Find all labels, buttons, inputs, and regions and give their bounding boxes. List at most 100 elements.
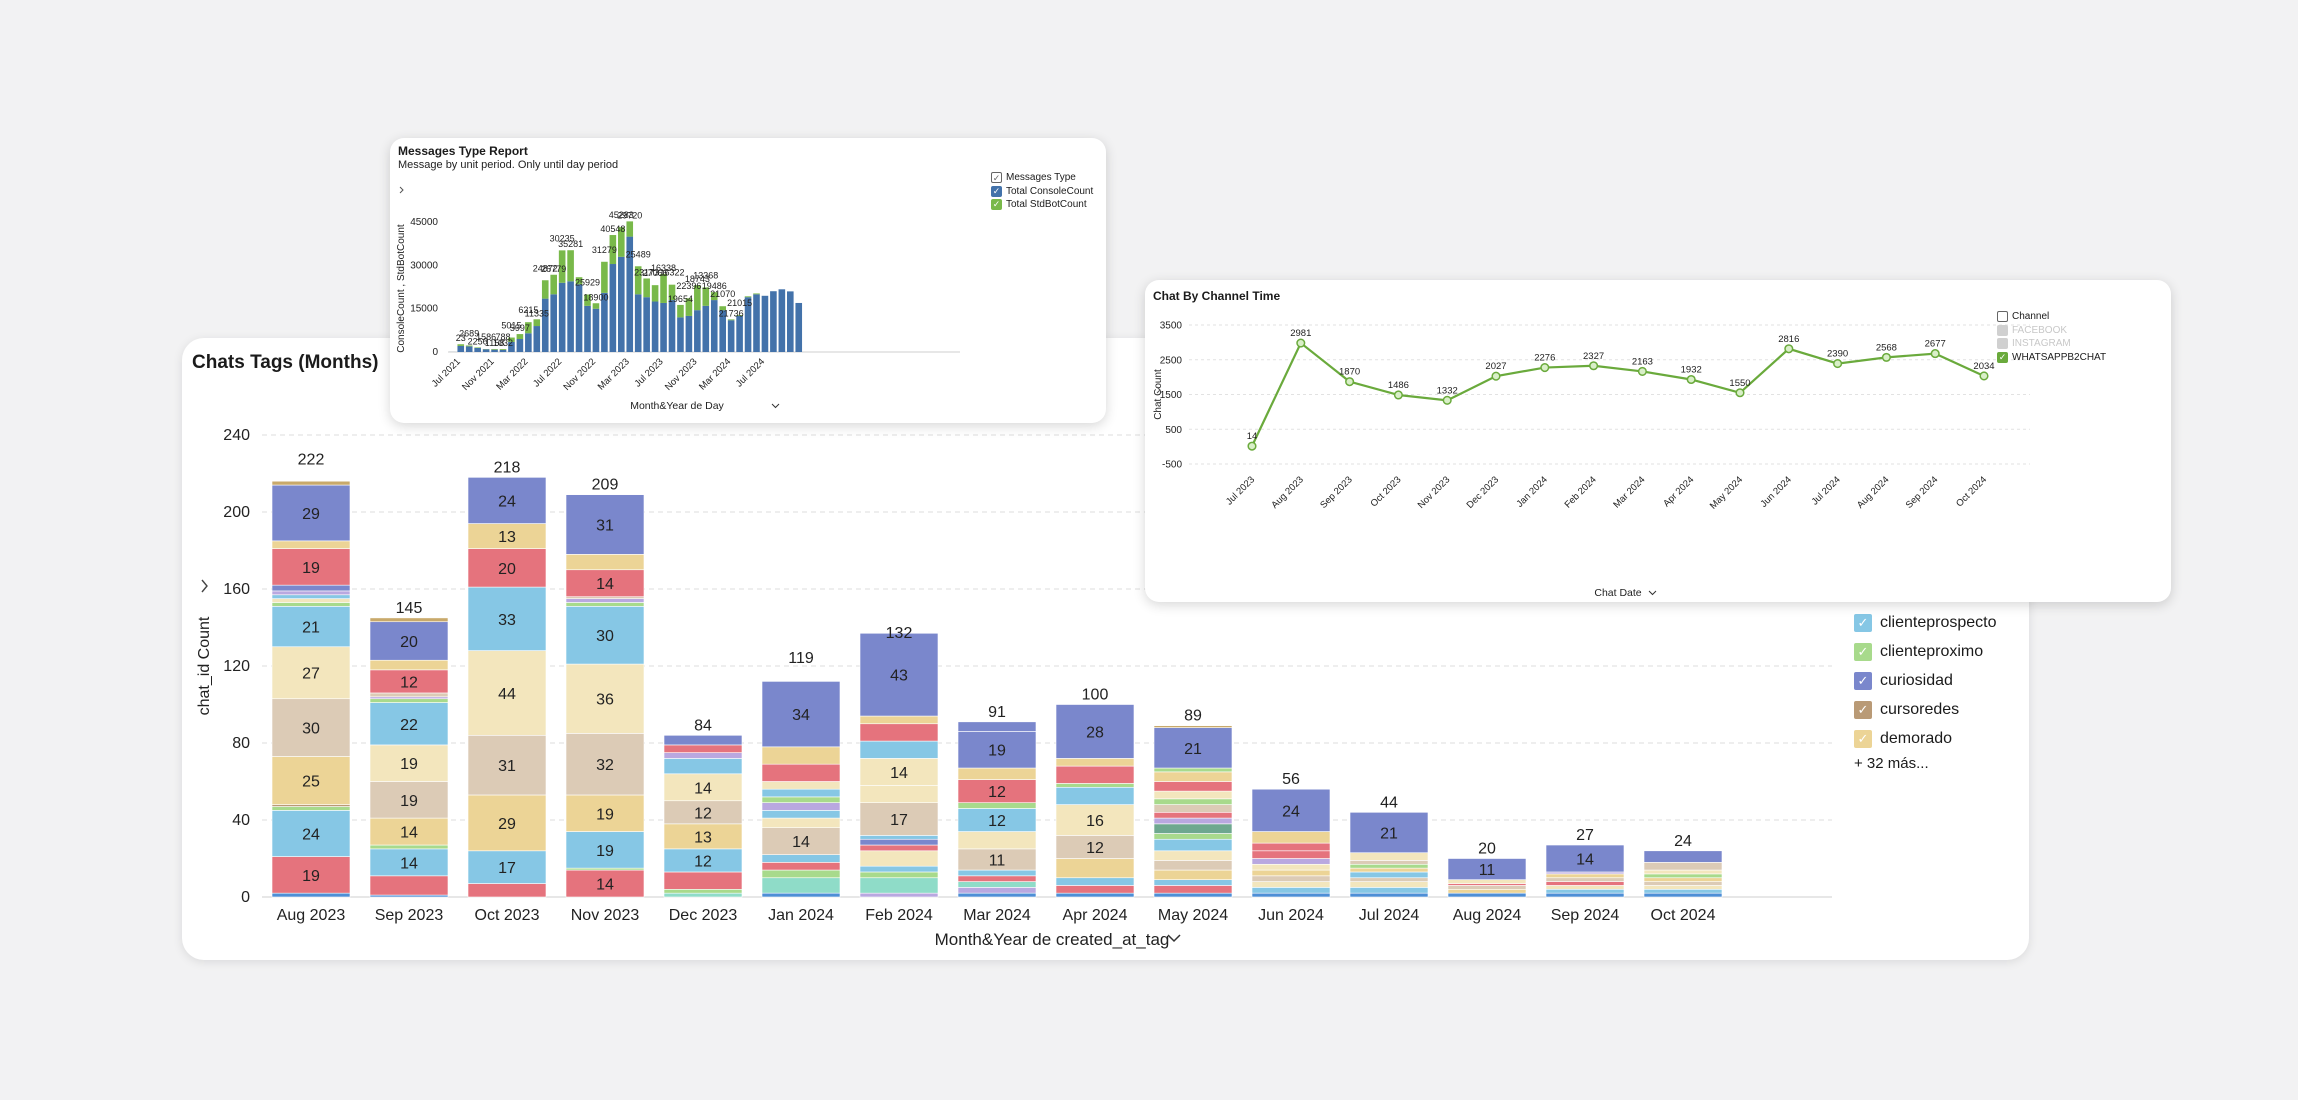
- bar-segment: [1153, 869, 1233, 880]
- data-label: 2568: [1876, 342, 1897, 353]
- x-tick-label: Jul 2022: [531, 356, 564, 389]
- bar-segment: [565, 869, 645, 898]
- legend-item-instagram[interactable]: INSTAGRAM: [1997, 337, 2106, 351]
- y-tick-label: 30000: [410, 260, 438, 271]
- bar-segment: [1545, 888, 1625, 894]
- legend-label: cursoredes: [1880, 700, 1960, 718]
- checkbox-icon[interactable]: [1997, 324, 2008, 336]
- checkbox-icon[interactable]: [1997, 311, 2008, 323]
- bar-segment: [761, 827, 841, 855]
- bar-segment: [1153, 798, 1233, 805]
- bar-total-label: 119: [788, 650, 814, 667]
- legend-label: FACEBOOK: [2012, 324, 2068, 336]
- bar-segment: [1153, 885, 1233, 894]
- legend-header-messages-type[interactable]: ✓ Messages Type: [991, 171, 1093, 185]
- checkbox-icon[interactable]: ✓: [1854, 642, 1872, 661]
- bar-segment: [541, 298, 549, 352]
- legend-more-link[interactable]: + 32 más...: [1854, 755, 1929, 772]
- data-label: 45283: [609, 210, 634, 220]
- bar-segment: [1153, 771, 1233, 782]
- data-label: 1870: [1339, 367, 1360, 378]
- segment-label: 12: [988, 784, 1006, 801]
- bar-segment: [643, 297, 650, 352]
- bar-segment: [859, 802, 939, 836]
- legend-header-channel[interactable]: Channel: [1997, 310, 2106, 324]
- bar-segment: [584, 294, 591, 306]
- data-label: 1486: [1388, 380, 1409, 391]
- bar-segment: [618, 227, 625, 257]
- checkbox-icon[interactable]: ✓: [1997, 351, 2008, 363]
- segment-label: 31: [596, 518, 614, 535]
- bar-total-label: 84: [694, 717, 712, 734]
- checkbox-icon[interactable]: ✓: [991, 199, 1002, 211]
- bar-segment: [499, 349, 507, 352]
- segment-label: 12: [400, 674, 418, 691]
- legend-item-total-stdbotcount[interactable]: ✓ Total StdBotCount: [991, 198, 1093, 212]
- bar-segment: [271, 584, 351, 592]
- bar-segment: [271, 806, 351, 811]
- bar-segment: [1643, 877, 1723, 882]
- legend-label: WHATSAPPB2CHAT: [2012, 351, 2107, 363]
- checkbox-icon[interactable]: ✓: [1854, 700, 1872, 719]
- bar-segment: [1251, 887, 1331, 894]
- bar-segment: [1447, 885, 1527, 890]
- bar-segment: [516, 339, 524, 352]
- data-point: [1296, 338, 1306, 348]
- bar-segment: [550, 274, 557, 295]
- segment-label: 25: [302, 774, 320, 791]
- x-tick-label: Jan 2024: [768, 907, 834, 924]
- bar-segment: [685, 298, 693, 316]
- segment-label: 14: [596, 877, 614, 894]
- bar-segment: [271, 810, 351, 857]
- bar-segment: [369, 702, 449, 746]
- bar-segment: [859, 844, 939, 852]
- segment-label: 44: [498, 686, 516, 703]
- legend-item-total-consolecount[interactable]: ✓ Total ConsoleCount: [991, 185, 1093, 199]
- data-label: 19654: [668, 294, 693, 304]
- bar-segment: [1251, 788, 1331, 832]
- bar-segment: [744, 297, 752, 352]
- checkbox-icon[interactable]: ✓: [1854, 729, 1872, 748]
- y-tick-label: 45000: [410, 217, 438, 228]
- bar-total-label: 89: [1184, 708, 1202, 725]
- bar-segment: [369, 659, 449, 671]
- x-tick-label: Mar 2024: [963, 907, 1031, 924]
- legend-item-clienteprospecto[interactable]: ✓ clienteprospecto: [1854, 608, 1997, 637]
- checkbox-icon[interactable]: ✓: [991, 185, 1002, 197]
- data-label: 18900: [583, 292, 608, 302]
- bar-segment: [1153, 781, 1233, 792]
- bar-segment: [1153, 790, 1233, 800]
- bar-segment: [525, 322, 532, 334]
- checkbox-icon[interactable]: ✓: [1854, 613, 1872, 632]
- x-tick-label: Jul 2024: [1359, 907, 1420, 924]
- legend-item-whatsappb2chat[interactable]: ✓ WHATSAPPB2CHAT: [1997, 351, 2106, 365]
- x-tick-label: Jul 2023: [632, 356, 665, 389]
- bar-segment: [1447, 888, 1527, 894]
- data-point: [1491, 371, 1501, 381]
- bar-segment: [736, 315, 743, 352]
- legend-item-cursoredes[interactable]: ✓ cursoredes: [1854, 695, 1997, 724]
- x-tick-label: Apr 2024: [1063, 907, 1128, 924]
- legend-item-curiosidad[interactable]: ✓ curiosidad: [1854, 666, 1997, 695]
- legend-title: Channel: [2012, 311, 2050, 323]
- data-label: 2327: [1583, 351, 1604, 362]
- data-label: 21736: [719, 308, 744, 318]
- legend-item-facebook[interactable]: FACEBOOK: [1997, 324, 2106, 338]
- bar-segment: [761, 788, 841, 798]
- bar-segment: [1055, 783, 1135, 788]
- checkbox-icon[interactable]: ✓: [991, 172, 1002, 184]
- x-tick-label: Nov 2023: [663, 356, 700, 393]
- bar-segment: [271, 598, 351, 603]
- data-label: 2981: [1290, 328, 1311, 339]
- x-tick-label: Mar 2024: [1611, 474, 1647, 510]
- bar-segment: [508, 341, 515, 352]
- bar-segment: [710, 300, 718, 352]
- chevron-right-icon: [1156, 386, 1161, 394]
- legend-item-demorado[interactable]: ✓ demorado: [1854, 724, 1997, 753]
- legend-item-clienteproximo[interactable]: ✓ clienteproximo: [1854, 637, 1997, 666]
- bar-segment: [1447, 892, 1527, 898]
- checkbox-icon[interactable]: [1997, 338, 2008, 350]
- checkbox-icon[interactable]: ✓: [1854, 671, 1872, 690]
- bar-segment: [663, 773, 743, 802]
- y-tick-label: 15000: [410, 304, 438, 315]
